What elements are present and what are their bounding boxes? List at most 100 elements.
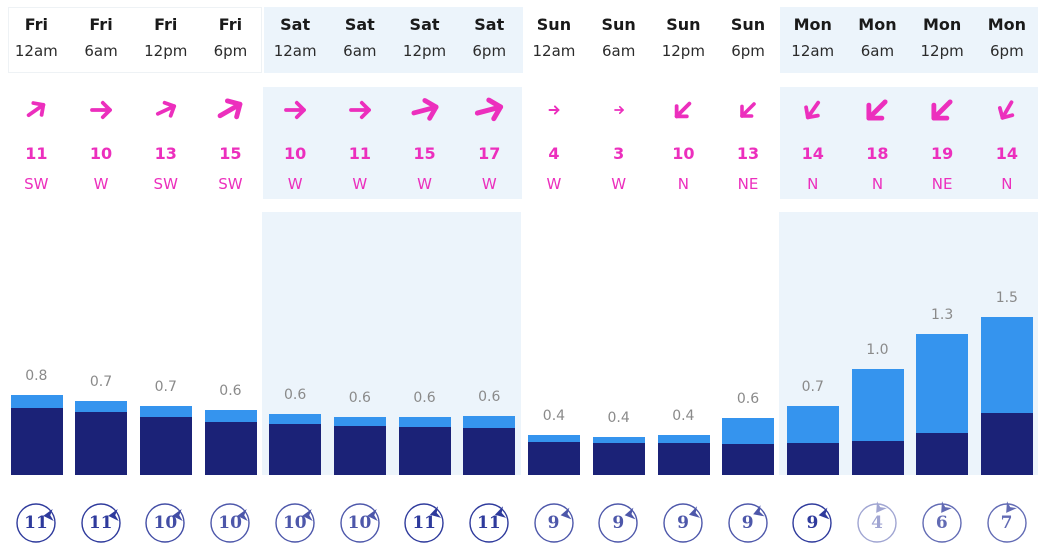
wind-speed: 15	[413, 144, 436, 163]
day-label: Sun	[536, 15, 572, 34]
wind-direction: W	[287, 175, 303, 193]
wind-direction-arrow-icon	[845, 92, 910, 128]
sat-wind-panel	[263, 87, 522, 199]
wind-speed: 17	[478, 144, 501, 163]
wind-direction: N	[1001, 175, 1013, 193]
secondary-swell-segment	[334, 417, 386, 426]
wind-speed: 19	[931, 144, 954, 163]
wave-height-label: 0.7	[154, 379, 177, 395]
wind-direction-arrow-icon	[780, 92, 845, 128]
primary-swell-segment	[722, 444, 775, 475]
swell-period-badge: 4	[857, 501, 897, 543]
day-label: Sun	[666, 15, 701, 34]
day-label: Sat	[474, 15, 505, 34]
time-label: 12pm	[661, 42, 705, 60]
swell-period: 9	[806, 513, 819, 533]
swell-direction-icon	[469, 503, 509, 543]
wave-height-bar[interactable]	[786, 406, 839, 475]
wind-speed: 10	[89, 144, 113, 163]
wave-height-bar[interactable]	[269, 414, 322, 475]
secondary-swell-segment	[528, 435, 581, 442]
time-label: 6am	[860, 42, 895, 60]
primary-swell-segment	[10, 408, 63, 475]
wave-height-bar[interactable]	[75, 401, 128, 475]
day-label: Sat	[280, 15, 311, 34]
primary-swell-segment	[398, 427, 451, 475]
time-label: 6pm	[731, 42, 765, 60]
wave-height-bar[interactable]	[851, 369, 904, 475]
wave-height-bar[interactable]	[139, 406, 192, 475]
primary-swell-segment	[916, 433, 969, 475]
sat-header-panel	[264, 7, 523, 73]
secondary-swell-segment	[916, 334, 969, 433]
swell-period: 9	[741, 513, 754, 533]
swell-period: 11	[88, 513, 113, 533]
primary-swell-segment	[269, 424, 322, 475]
day-label: Sat	[344, 15, 375, 34]
wind-direction-arrow-icon	[522, 92, 587, 128]
wind-direction: SW	[153, 175, 178, 193]
wave-height-bar[interactable]	[204, 410, 257, 475]
day-label: Fri	[89, 15, 113, 34]
wind-direction-arrow-icon	[198, 92, 263, 128]
secondary-swell-segment	[592, 437, 645, 443]
day-label: Mon	[987, 15, 1026, 34]
wind-direction-arrow-icon	[457, 92, 522, 128]
wave-height-bar[interactable]	[10, 395, 63, 475]
wind-direction: W	[417, 175, 432, 193]
time-label: 12pm	[920, 42, 964, 60]
time-label: 12am	[14, 42, 58, 60]
wave-height-bar[interactable]	[334, 417, 386, 475]
swell-period-badge: 11	[404, 503, 444, 543]
primary-swell-segment	[528, 442, 581, 475]
wind-speed: 13	[736, 144, 760, 163]
wave-height-bar[interactable]	[398, 417, 451, 475]
wave-height-bar[interactable]	[916, 334, 969, 475]
swell-period-badge: 9	[598, 503, 638, 543]
secondary-swell-segment	[398, 417, 451, 427]
wave-height-bar[interactable]	[528, 435, 581, 475]
secondary-swell-segment	[269, 414, 322, 424]
swell-period-badge: 10	[275, 503, 315, 543]
wave-height-bar[interactable]	[981, 317, 1033, 475]
wave-height-label: 0.6	[413, 390, 436, 406]
swell-period-badge: 11	[469, 503, 509, 543]
wave-height-label: 1.5	[995, 290, 1018, 306]
primary-swell-segment	[139, 417, 192, 475]
day-label: Sun	[730, 15, 766, 34]
time-label: 12am	[532, 42, 576, 60]
wind-direction: W	[481, 175, 497, 193]
day-label: Fri	[154, 15, 178, 34]
wave-height-label: 0.6	[219, 383, 242, 399]
wind-direction-arrow-icon	[651, 92, 716, 128]
primary-swell-segment	[75, 412, 128, 475]
wind-direction: N	[871, 175, 884, 193]
wave-height-label: 0.6	[348, 390, 371, 406]
time-label: 12am	[791, 42, 835, 60]
day-label: Mon	[922, 15, 962, 34]
wind-direction-arrow-icon	[133, 92, 198, 128]
wave-height-label: 0.4	[607, 410, 630, 426]
swell-direction-icon	[922, 501, 962, 543]
swell-direction-icon	[792, 503, 833, 543]
swell-period: 11	[477, 513, 501, 533]
swell-period-badge: 10	[210, 503, 250, 543]
wave-height-bar[interactable]	[657, 435, 710, 475]
swell-period-badge: 9	[727, 503, 768, 543]
wave-height-bar[interactable]	[722, 418, 775, 475]
wave-height-bar[interactable]	[463, 416, 516, 475]
wave-height-label: 0.4	[672, 408, 695, 424]
mon-wind-panel	[780, 87, 1038, 199]
time-label: 6pm	[472, 42, 507, 60]
time-label: 6am	[601, 42, 636, 60]
swell-period: 11	[412, 513, 437, 533]
primary-swell-segment	[334, 426, 386, 475]
secondary-swell-segment	[75, 401, 128, 412]
wave-height-bar[interactable]	[592, 437, 645, 475]
swell-direction-icon	[339, 503, 380, 543]
swell-period: 11	[24, 513, 48, 533]
swell-direction-icon	[663, 503, 703, 543]
wind-speed: 14	[995, 144, 1018, 163]
primary-swell-segment	[981, 413, 1033, 475]
secondary-swell-segment	[204, 410, 257, 422]
